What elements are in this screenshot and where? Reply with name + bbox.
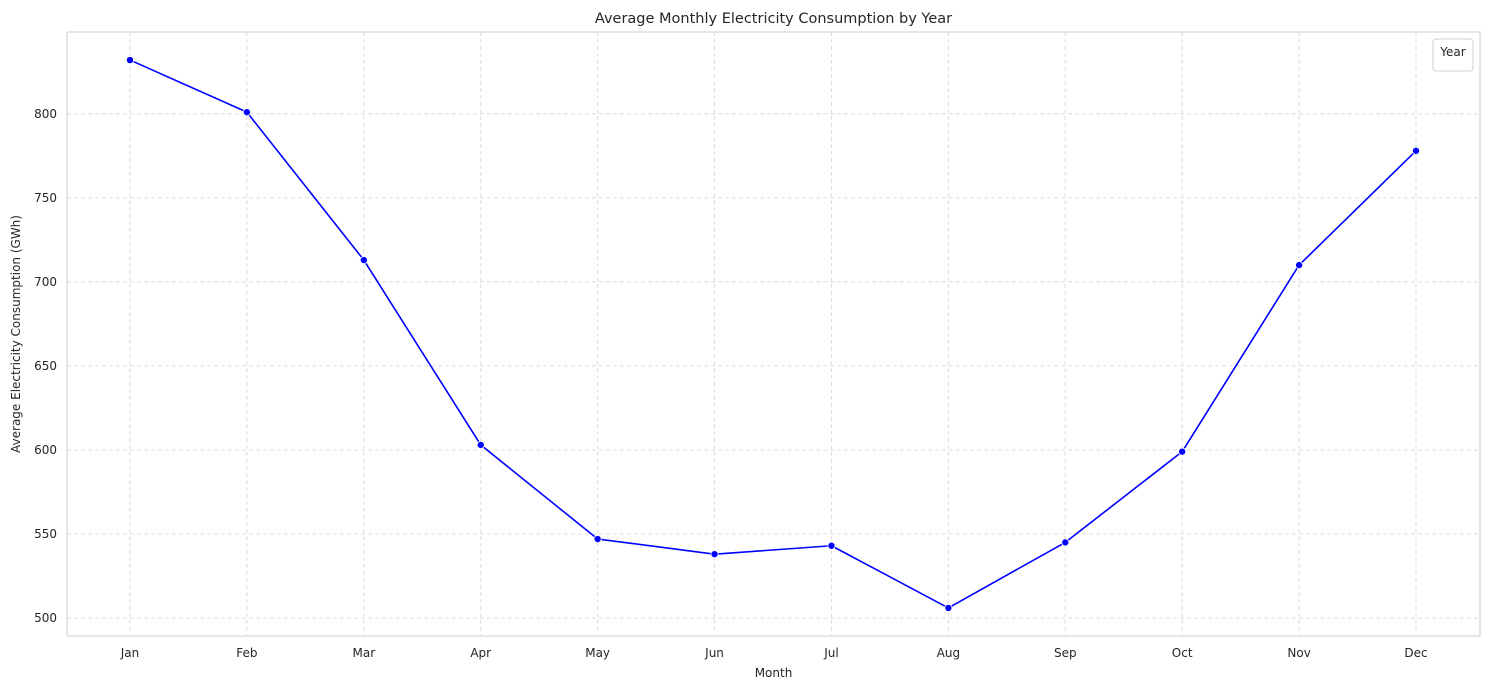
- legend-box: [1432, 38, 1474, 72]
- y-axis-ticks: 500 550 600 650 700 750 800: [34, 107, 57, 625]
- y-tick-label: 800: [34, 107, 57, 121]
- x-tick-label: Jun: [704, 646, 724, 660]
- data-point: [476, 440, 485, 449]
- x-tick-label: Dec: [1404, 646, 1427, 660]
- plot-area-frame: [66, 31, 1481, 637]
- x-tick-label: Oct: [1172, 646, 1193, 660]
- x-tick-label: Nov: [1287, 646, 1310, 660]
- x-tick-label: Jan: [120, 646, 140, 660]
- data-point: [1412, 146, 1421, 155]
- legend-title: Year: [1439, 45, 1465, 59]
- data-point: [1061, 538, 1070, 547]
- series-layer: [126, 56, 1421, 612]
- data-point: [944, 603, 953, 612]
- x-tick-label: Jul: [823, 646, 838, 660]
- y-tick-label: 650: [34, 359, 57, 373]
- x-tick-label: Feb: [236, 646, 257, 660]
- grid-lines: [67, 32, 1480, 636]
- x-tick-label: Apr: [470, 646, 491, 660]
- x-tick-label: Mar: [352, 646, 375, 660]
- series-line: [129, 59, 1417, 609]
- data-point: [593, 535, 602, 544]
- y-tick-label: 700: [34, 275, 57, 289]
- data-point: [242, 108, 251, 117]
- y-axis-title: Average Electricity Consumption (GWh): [9, 215, 23, 453]
- x-tick-label: Sep: [1054, 646, 1077, 660]
- y-tick-label: 500: [34, 611, 57, 625]
- x-axis-ticks: Jan Feb Mar Apr May Jun Jul Aug Sep Oct Nov Dec: [120, 646, 1428, 660]
- y-tick-label: 600: [34, 443, 57, 457]
- data-point: [710, 550, 719, 559]
- x-tick-label: Aug: [937, 646, 960, 660]
- data-point: [1295, 261, 1304, 270]
- x-tick-label: May: [585, 646, 610, 660]
- x-axis-title: Month: [755, 666, 793, 680]
- data-point: [126, 56, 135, 65]
- legend: Year: [1432, 38, 1474, 72]
- data-point: [1178, 447, 1187, 456]
- y-tick-label: 550: [34, 527, 57, 541]
- data-point: [827, 541, 836, 550]
- data-point: [359, 256, 368, 265]
- chart-title: Average Monthly Electricity Consumption …: [595, 11, 952, 27]
- y-tick-label: 750: [34, 191, 57, 205]
